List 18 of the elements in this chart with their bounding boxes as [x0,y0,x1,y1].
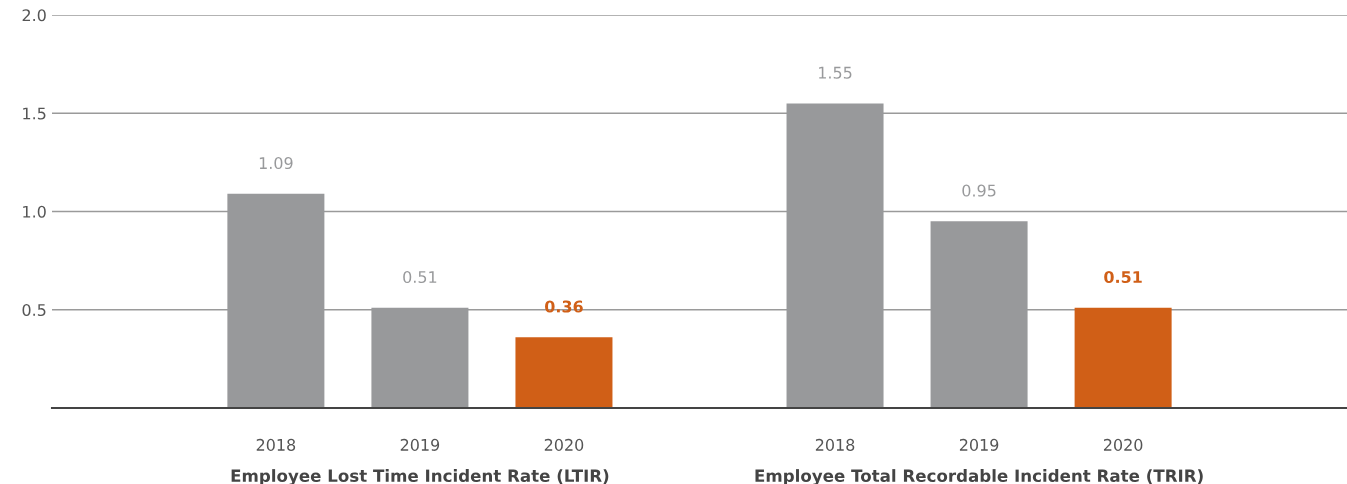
data-label: 1.09 [259,157,293,170]
data-label: 0.51 [403,270,437,284]
text: 2019 [959,438,999,451]
series-label: 2018 [256,438,296,451]
y-tick-label: 1.0 [23,205,46,218]
data-label: 0.36 [545,300,583,313]
data-label: 0.51 [1104,270,1142,284]
text: 2018 [815,438,855,451]
y-tick-label: 2.0 [22,9,46,22]
text: 2020 [1103,438,1143,451]
bar [515,337,613,408]
series-label: 2019 [400,438,440,451]
y-tick-label: 0.5 [22,303,46,317]
series-label: 2020 [544,438,584,451]
y-tick-label: 1.5 [23,107,46,120]
data-label: 1.55 [819,66,852,79]
data-label: 0.95 [962,184,996,197]
bar [1074,307,1172,408]
